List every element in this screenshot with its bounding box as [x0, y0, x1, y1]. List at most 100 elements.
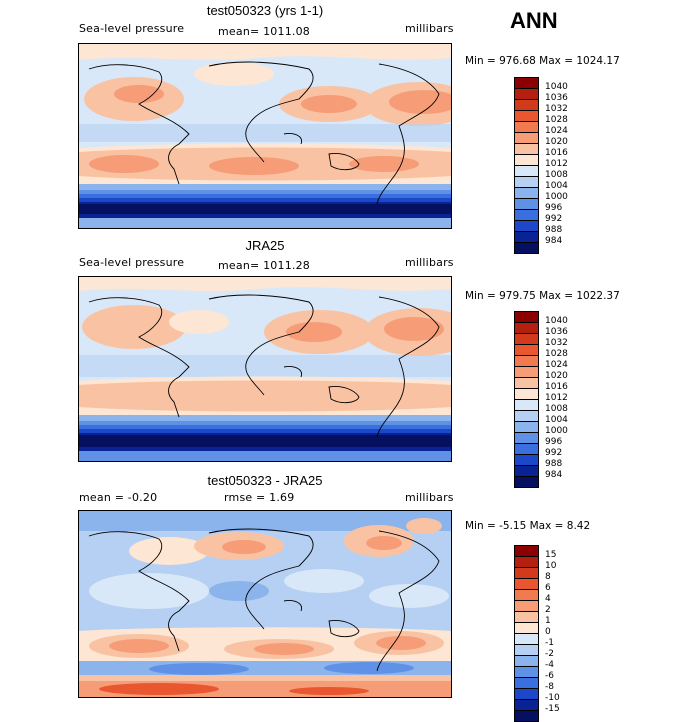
- colorbar-swatch: [514, 622, 539, 633]
- colorbar-swatch: [514, 710, 539, 722]
- panel-2-map: [78, 276, 452, 462]
- colorbar-swatch: [514, 432, 539, 443]
- colorbar-label: 6: [545, 583, 551, 593]
- colorbar-swatch: [514, 220, 539, 231]
- colorbar-swatch: [514, 476, 539, 488]
- colorbar-label: 1016: [545, 382, 568, 392]
- slp-map-reanalysis: [79, 277, 451, 461]
- colorbar-label: 1: [545, 616, 551, 626]
- colorbar-label: 1004: [545, 415, 568, 425]
- season-label: ANN: [510, 8, 558, 33]
- colorbar-label: 1000: [545, 192, 568, 202]
- colorbar-swatch: [514, 644, 539, 655]
- colorbar-swatch: [514, 611, 539, 622]
- panel-3-title: test050323 - JRA25: [207, 473, 323, 488]
- colorbar-swatch: [514, 110, 539, 121]
- panel-1-colorbar-labels: 1040 1036 1032 1028 1024 1020 1016 1012 1008 1004…: [545, 82, 568, 247]
- colorbar-swatch: [514, 666, 539, 677]
- panel-1-colorbar: [514, 77, 539, 254]
- colorbar-label: 988: [545, 459, 563, 469]
- panel-2-colorbar-labels: 1040 1036 1032 1028 1024 1020 1016 1012 1008 1004…: [545, 316, 568, 481]
- colorbar-label: 1024: [545, 360, 568, 370]
- colorbar-swatch: [514, 143, 539, 154]
- colorbar-swatch: [514, 333, 539, 344]
- panel-3-mean: mean = -0.20: [79, 491, 158, 504]
- colorbar-label: 4: [545, 594, 551, 604]
- panel-2-units: millibars: [405, 256, 454, 269]
- colorbar-label: 988: [545, 225, 563, 235]
- colorbar-swatch: [514, 677, 539, 688]
- colorbar-swatch: [514, 198, 539, 209]
- colorbar-swatch: [514, 242, 539, 254]
- colorbar-label: 1040: [545, 316, 568, 326]
- colorbar-label: 996: [545, 203, 563, 213]
- panel-2-colorbar: [514, 311, 539, 488]
- panel-3-colorbar: [514, 545, 539, 722]
- colorbar-label: 1028: [545, 115, 568, 125]
- colorbar-swatch: [514, 231, 539, 242]
- panel-3-rmse: rmse = 1.69: [224, 491, 295, 504]
- colorbar-swatch: [514, 187, 539, 198]
- colorbar-swatch: [514, 377, 539, 388]
- colorbar-swatch: [514, 589, 539, 600]
- colorbar-swatch: [514, 176, 539, 187]
- colorbar-swatch: [514, 165, 539, 176]
- colorbar-swatch: [514, 655, 539, 666]
- colorbar-swatch: [514, 209, 539, 220]
- colorbar-label: -2: [545, 649, 554, 659]
- colorbar-swatch: [514, 443, 539, 454]
- colorbar-swatch: [514, 567, 539, 578]
- colorbar-label: 10: [545, 561, 557, 571]
- colorbar-swatch: [514, 121, 539, 132]
- colorbar-label: 1008: [545, 404, 568, 414]
- colorbar-swatch: [514, 311, 539, 322]
- colorbar-label: 984: [545, 236, 563, 246]
- colorbar-label: -6: [545, 671, 554, 681]
- colorbar-label: -4: [545, 660, 554, 670]
- colorbar-swatch: [514, 421, 539, 432]
- colorbar-label: -10: [545, 693, 560, 703]
- colorbar-swatch: [514, 465, 539, 476]
- colorbar-swatch: [514, 600, 539, 611]
- panel-1-variable: Sea-level pressure: [79, 22, 185, 35]
- panel-2-mean: mean= 1011.28: [218, 259, 310, 272]
- colorbar-label: 1004: [545, 181, 568, 191]
- colorbar-label: 1012: [545, 159, 568, 169]
- colorbar-label: 992: [545, 214, 563, 224]
- panel-3-range: Min = -5.15 Max = 8.42: [465, 520, 591, 532]
- colorbar-swatch: [514, 99, 539, 110]
- panel-1-range: Min = 976.68 Max = 1024.17: [465, 55, 620, 67]
- colorbar-swatch: [514, 578, 539, 589]
- colorbar-label: 1028: [545, 349, 568, 359]
- colorbar-label: 8: [545, 572, 551, 582]
- colorbar-swatch: [514, 454, 539, 465]
- slp-map-model: [79, 44, 451, 228]
- panel-1-map: [78, 43, 452, 229]
- colorbar-label: -1: [545, 638, 554, 648]
- panel-3-map: [78, 510, 452, 698]
- colorbar-swatch: [514, 366, 539, 377]
- panel-3-units: millibars: [405, 491, 454, 504]
- panel-2-variable: Sea-level pressure: [79, 256, 185, 269]
- colorbar-swatch: [514, 388, 539, 399]
- slp-map-difference: [79, 511, 451, 697]
- colorbar-label: 2: [545, 605, 551, 615]
- colorbar-swatch: [514, 355, 539, 366]
- colorbar-swatch: [514, 410, 539, 421]
- colorbar-swatch: [514, 77, 539, 88]
- colorbar-label: 1036: [545, 93, 568, 103]
- colorbar-label: -15: [545, 704, 560, 714]
- colorbar-label: 1012: [545, 393, 568, 403]
- colorbar-label: 1000: [545, 426, 568, 436]
- panel-2-range: Min = 979.75 Max = 1022.37: [465, 290, 620, 302]
- colorbar-label: 996: [545, 437, 563, 447]
- colorbar-label: 15: [545, 550, 557, 560]
- colorbar-label: 1008: [545, 170, 568, 180]
- colorbar-swatch: [514, 344, 539, 355]
- colorbar-label: 0: [545, 627, 551, 637]
- colorbar-label: 1016: [545, 148, 568, 158]
- colorbar-swatch: [514, 556, 539, 567]
- colorbar-swatch: [514, 545, 539, 556]
- colorbar-swatch: [514, 688, 539, 699]
- panel-1-title: test050323 (yrs 1-1): [206, 3, 324, 18]
